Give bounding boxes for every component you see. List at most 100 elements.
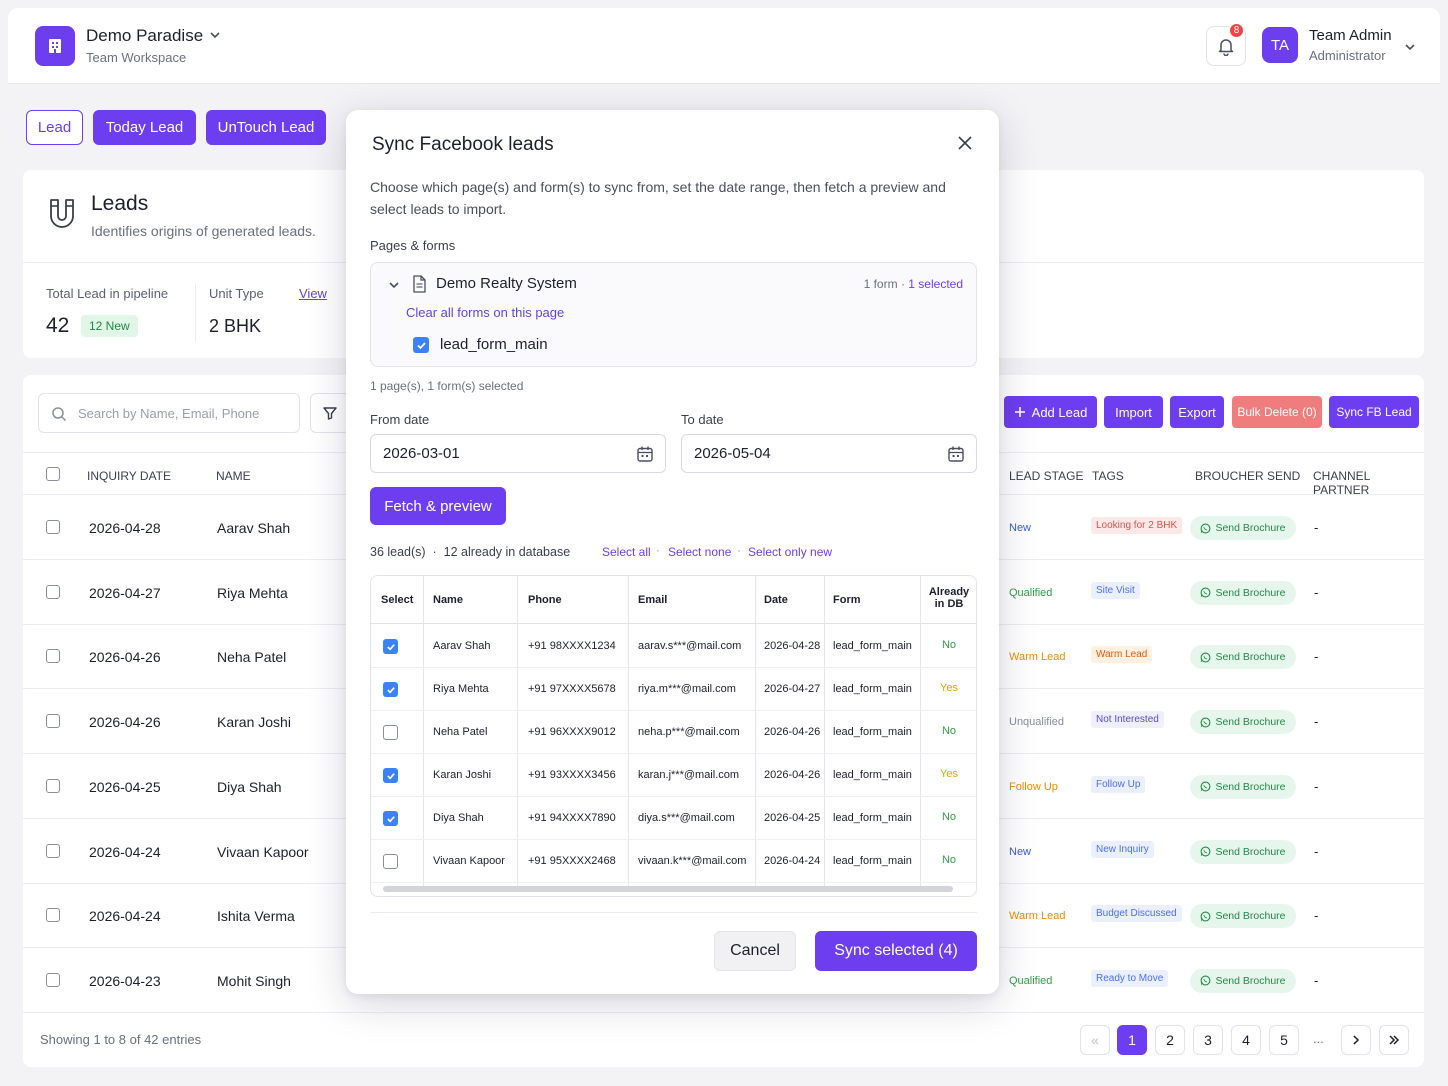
export-button[interactable]: Export: [1170, 396, 1224, 428]
preview-row-checkbox[interactable]: [383, 811, 398, 826]
table-row[interactable]: 2026-04-23 Mohit Singh Qualified Ready to M…: [23, 948, 1424, 1013]
row-checkbox[interactable]: [46, 908, 60, 923]
column-header-date[interactable]: INQUIRY DATE: [87, 469, 172, 483]
row-checkbox[interactable]: [46, 520, 60, 534]
page-button-1[interactable]: 1: [1117, 1025, 1147, 1055]
lead-name[interactable]: Diya Shah: [217, 778, 282, 795]
preview-row[interactable]: Aarav Shah +91 98XXXX1234 aarav.s***@mail.…: [371, 625, 976, 668]
row-checkbox[interactable]: [46, 972, 60, 987]
workspace-logo-icon[interactable]: [35, 26, 75, 66]
lead-name[interactable]: Mohit Singh: [217, 972, 291, 989]
last-page-button[interactable]: [1379, 1025, 1409, 1055]
preview-form: lead_form_main: [833, 726, 912, 738]
column-header-stage[interactable]: LEAD STAGE: [1009, 469, 1084, 483]
tab-lead[interactable]: Lead: [26, 110, 83, 145]
form-name[interactable]: lead_form_main: [440, 336, 548, 353]
workspace-name[interactable]: Demo Paradise: [86, 26, 204, 45]
to-date-input[interactable]: 2026-05-04: [681, 434, 977, 473]
stats-separator: ·: [432, 545, 437, 559]
chevron-right-icon: [1353, 1035, 1360, 1045]
page-button-4[interactable]: 4: [1231, 1025, 1261, 1055]
row-checkbox[interactable]: [46, 778, 60, 793]
fetch-preview-button[interactable]: Fetch & preview: [370, 487, 506, 525]
column-header-name[interactable]: NAME: [216, 469, 251, 483]
lead-stage: Qualified: [1009, 586, 1053, 599]
page-button-5[interactable]: 5: [1269, 1025, 1299, 1055]
preview-row-checkbox[interactable]: [383, 768, 398, 783]
send-brochure-button[interactable]: Send Brochure: [1190, 516, 1296, 540]
form-checkbox[interactable]: [413, 337, 429, 353]
send-brochure-button[interactable]: Send Brochure: [1190, 710, 1296, 735]
unit-type-view-link[interactable]: View: [299, 286, 327, 301]
lead-name[interactable]: Ishita Verma: [217, 908, 295, 925]
preview-row[interactable]: Karan Joshi +91 93XXXX3456 karan.j***@mail…: [371, 754, 976, 797]
preview-row[interactable]: Riya Mehta +91 97XXXX5678 riya.m***@mail.c…: [371, 668, 976, 711]
unit-type-label: Unit Type: [209, 286, 264, 301]
clear-forms-link[interactable]: Clear all forms on this page: [406, 305, 565, 320]
preview-stats: 36 lead(s) · 12 already in database: [370, 545, 570, 559]
avatar[interactable]: TA: [1262, 27, 1298, 63]
calendar-icon[interactable]: [636, 445, 654, 463]
preview-date: 2026-04-26: [764, 769, 821, 781]
lead-name[interactable]: Aarav Shah: [217, 520, 291, 536]
first-page-button[interactable]: «: [1080, 1025, 1110, 1055]
preview-row-checkbox[interactable]: [383, 725, 398, 740]
close-icon[interactable]: [956, 134, 974, 152]
send-brochure-button[interactable]: Send Brochure: [1190, 904, 1296, 929]
table-row[interactable]: 2026-04-24 Ishita Verma Warm Lead Budget Di…: [23, 883, 1424, 949]
document-icon: [413, 275, 426, 293]
select-all-checkbox[interactable]: [46, 467, 60, 481]
select-none-link[interactable]: Select none: [668, 545, 732, 559]
lead-name[interactable]: Riya Mehta: [217, 584, 288, 601]
page-button-2[interactable]: 2: [1155, 1025, 1185, 1055]
sync-fb-lead-button[interactable]: Sync FB Lead: [1329, 396, 1419, 428]
send-brochure-button[interactable]: Send Brochure: [1190, 645, 1296, 670]
send-brochure-button[interactable]: Send Brochure: [1190, 774, 1296, 799]
send-brochure-button[interactable]: Send Brochure: [1190, 839, 1296, 864]
from-date-input[interactable]: 2026-03-01: [370, 434, 666, 473]
page-button-3[interactable]: 3: [1193, 1025, 1223, 1055]
add-lead-button[interactable]: Add Lead: [1004, 396, 1097, 428]
table-row[interactable]: 2026-04-27 Riya Mehta Qualified Site Visit S…: [23, 560, 1424, 625]
tab-untouch-lead[interactable]: UnTouch Lead: [206, 110, 326, 145]
lead-name[interactable]: Karan Joshi: [217, 714, 291, 731]
row-checkbox[interactable]: [46, 584, 60, 599]
user-menu-chevron-down-icon[interactable]: [1403, 40, 1417, 54]
preview-row[interactable]: Vivaan Kapoor +91 95XXXX2468 vivaan.k***@m…: [371, 840, 976, 883]
row-checkbox[interactable]: [46, 649, 60, 664]
lead-name[interactable]: Vivaan Kapoor: [217, 843, 309, 860]
inquiry-date: 2026-04-28: [89, 520, 161, 536]
chevron-down-icon[interactable]: [387, 278, 401, 292]
column-header-tags[interactable]: TAGS: [1092, 469, 1124, 483]
workspace-chevron-down-icon[interactable]: [208, 28, 222, 42]
next-page-button[interactable]: [1341, 1025, 1371, 1055]
row-checkbox[interactable]: [46, 714, 60, 729]
select-all-link[interactable]: Select all: [602, 545, 651, 559]
preview-row[interactable]: Neha Patel +91 96XXXX9012 neha.p***@mail.c…: [371, 711, 976, 754]
bulk-delete-button[interactable]: Bulk Delete (0): [1232, 396, 1322, 428]
lead-name[interactable]: Neha Patel: [217, 649, 287, 666]
column-header-channel-partner[interactable]: CHANNEL PARTNER: [1313, 469, 1370, 497]
cancel-button[interactable]: Cancel: [714, 931, 796, 971]
preview-row-checkbox[interactable]: [383, 639, 398, 654]
select-only-new-link[interactable]: Select only new: [748, 545, 833, 559]
bell-icon: [1218, 39, 1234, 56]
search-placeholder: Search by Name, Email, Phone: [78, 406, 260, 421]
preview-row-checkbox[interactable]: [383, 854, 398, 869]
horizontal-scrollbar[interactable]: [383, 886, 953, 892]
send-brochure-button[interactable]: Send Brochure: [1190, 968, 1296, 993]
send-brochure-button[interactable]: Send Brochure: [1190, 580, 1296, 605]
row-checkbox[interactable]: [46, 843, 60, 858]
import-button[interactable]: Import: [1104, 396, 1163, 428]
preview-row[interactable]: Diya Shah +91 94XXXX7890 diya.s***@mail.co…: [371, 797, 976, 840]
filter-button[interactable]: [310, 393, 350, 433]
user-name[interactable]: Team Admin: [1309, 27, 1392, 44]
search-input[interactable]: Search by Name, Email, Phone: [38, 393, 300, 433]
tab-today-lead[interactable]: Today Lead: [93, 110, 196, 145]
preview-row-checkbox[interactable]: [383, 682, 398, 697]
calendar-icon[interactable]: [947, 445, 965, 463]
workspace-subtitle: Team Workspace: [86, 50, 187, 65]
column-header-broucher[interactable]: BROUCHER SEND: [1195, 469, 1301, 483]
preview-form: lead_form_main: [833, 769, 912, 781]
sync-selected-button[interactable]: Sync selected (4): [815, 931, 977, 971]
